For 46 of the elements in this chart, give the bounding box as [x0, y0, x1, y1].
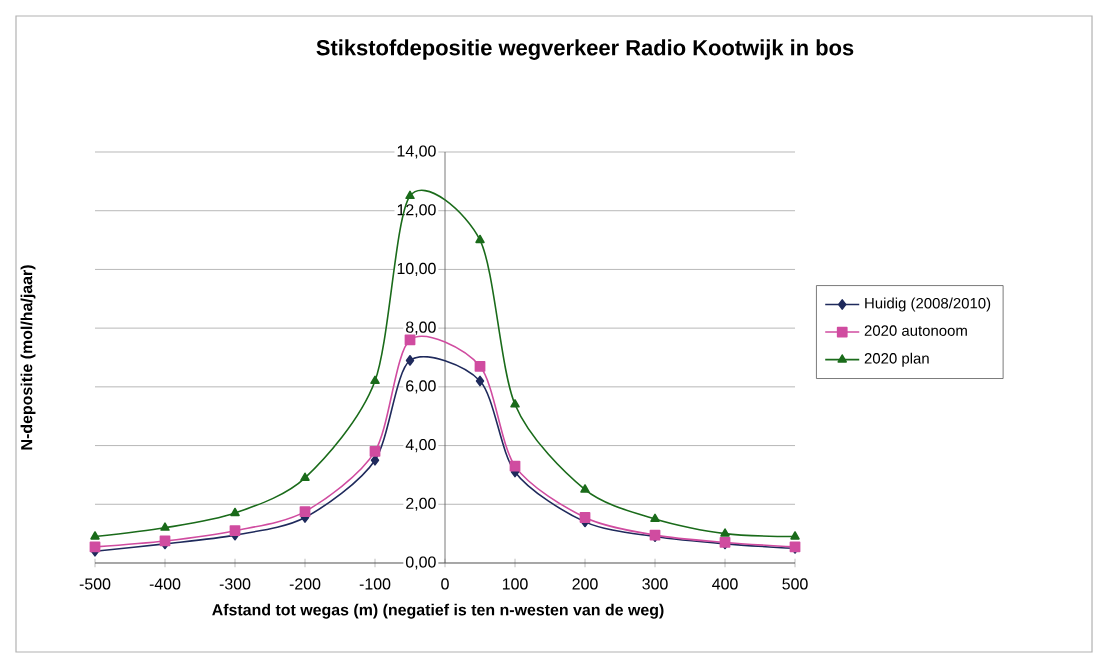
- point: [90, 531, 100, 540]
- point: [300, 472, 310, 481]
- point: [229, 525, 241, 537]
- x-tick-label: -100: [359, 578, 391, 590]
- point: [405, 355, 415, 366]
- x-tick-label: 0: [441, 578, 449, 590]
- point: [230, 507, 240, 517]
- x-tick-label: 100: [502, 578, 528, 590]
- legend-label: Huidig (2008/2010): [865, 297, 991, 312]
- x-tick-label: 300: [642, 578, 668, 590]
- x-tick-label: -500: [79, 578, 111, 590]
- y-tick-label: 14,00: [397, 145, 436, 159]
- point: [790, 531, 800, 540]
- x-tick-label: 500: [782, 578, 808, 590]
- y-tick-label: 0,00: [405, 556, 436, 570]
- legend-label: 2020 plan: [864, 352, 929, 367]
- x-tick-label: 400: [712, 578, 738, 590]
- x-tick-label: -400: [149, 578, 181, 590]
- point: [405, 190, 415, 200]
- point: [89, 541, 101, 553]
- point: [579, 512, 591, 523]
- x-axis-title: Afstand tot wegas (m) (negatief is ten n-westen van de weg): [212, 603, 664, 619]
- y-tick-label: 6,00: [406, 380, 436, 394]
- y-tick-label: 10,00: [397, 262, 436, 276]
- point: [475, 234, 485, 244]
- point: [580, 484, 590, 493]
- point: [510, 399, 520, 408]
- point: [370, 375, 380, 385]
- point: [369, 446, 381, 457]
- y-tick-label: 4,00: [405, 438, 436, 453]
- point: [404, 334, 416, 346]
- chart-title: Stikstofdepositie wegverkeer Radio Kootwijk in bos: [316, 39, 854, 60]
- legend-label: 2020 autonoom: [864, 325, 967, 336]
- x-tick-label: -300: [219, 578, 251, 590]
- y-tick-label: 2,00: [406, 497, 436, 511]
- point: [474, 360, 486, 372]
- point: [160, 522, 170, 531]
- x-tick-label: 200: [572, 578, 598, 590]
- y-tick-label: 8,00: [406, 321, 436, 335]
- point: [475, 375, 485, 387]
- y-axis-title: N-depositie (mol/ha/jaar): [20, 265, 36, 450]
- x-tick-label: -200: [289, 578, 321, 590]
- point: [650, 513, 660, 523]
- point: [299, 506, 311, 517]
- point: [509, 460, 521, 472]
- point: [720, 528, 730, 537]
